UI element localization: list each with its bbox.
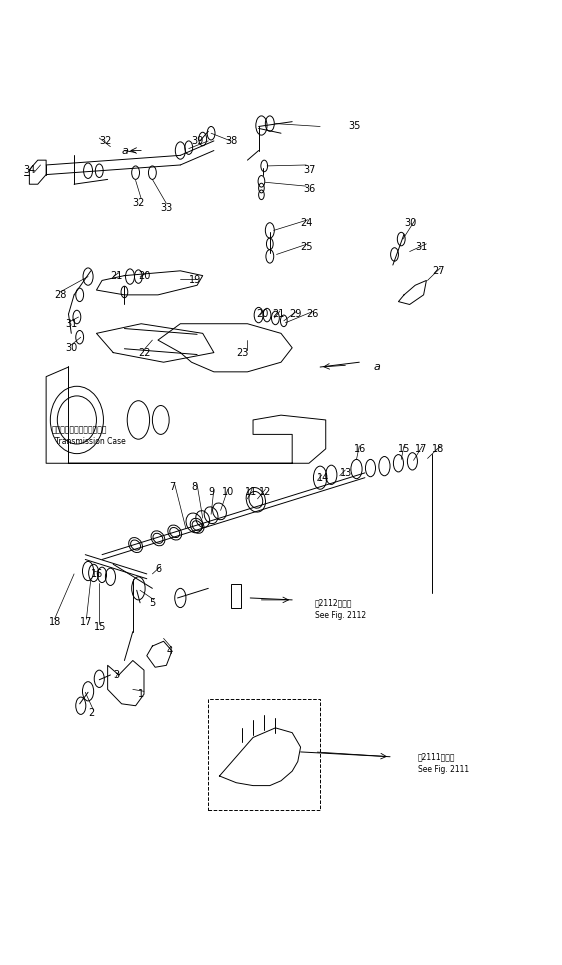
Text: 4: 4: [166, 646, 173, 656]
Text: 8: 8: [192, 482, 198, 492]
Text: a: a: [373, 362, 380, 372]
Text: 20: 20: [256, 309, 268, 319]
Bar: [230, 584, 241, 608]
Text: 23: 23: [236, 347, 248, 358]
Text: 1: 1: [138, 689, 144, 700]
Text: 30: 30: [66, 343, 78, 353]
Text: 27: 27: [432, 265, 445, 276]
Text: 19: 19: [189, 275, 201, 286]
Text: a: a: [121, 146, 129, 155]
Text: 24: 24: [301, 218, 313, 228]
Text: 15: 15: [94, 621, 106, 632]
Text: 18: 18: [49, 617, 61, 627]
Text: 18: 18: [432, 444, 444, 454]
Text: 22: 22: [138, 347, 151, 358]
Text: 25: 25: [301, 242, 313, 252]
Text: See Fig. 2111: See Fig. 2111: [418, 764, 469, 774]
Text: 30: 30: [404, 218, 416, 228]
Text: 35: 35: [348, 122, 360, 131]
Text: 31: 31: [415, 242, 428, 252]
Bar: [209, 699, 320, 810]
Text: 16: 16: [353, 444, 366, 454]
Text: 26: 26: [306, 309, 319, 319]
Text: 9: 9: [209, 487, 215, 497]
Text: 36: 36: [303, 184, 316, 194]
Text: 7: 7: [169, 482, 175, 492]
Text: Transmission Case: Transmission Case: [55, 436, 125, 446]
Text: 32: 32: [133, 199, 145, 208]
Text: 39: 39: [192, 136, 204, 146]
Text: 2: 2: [88, 708, 94, 718]
Text: 第2112図参照: 第2112図参照: [315, 598, 352, 607]
Text: トランスミッションケース: トランスミッションケース: [52, 425, 107, 434]
Text: 38: 38: [225, 136, 237, 146]
Text: 34: 34: [24, 165, 36, 175]
Text: 10: 10: [223, 487, 234, 497]
Text: 31: 31: [66, 318, 78, 329]
Text: 20: 20: [138, 270, 151, 281]
Text: 17: 17: [415, 444, 428, 454]
Text: 5: 5: [149, 597, 156, 608]
Text: See Fig. 2112: See Fig. 2112: [315, 611, 366, 620]
Text: 3: 3: [113, 670, 119, 680]
Text: 29: 29: [289, 309, 302, 319]
Text: 16: 16: [91, 569, 103, 579]
Text: 17: 17: [80, 617, 92, 627]
Text: 28: 28: [55, 290, 67, 300]
Text: 13: 13: [339, 468, 352, 478]
Text: 11: 11: [244, 487, 257, 497]
Text: 21: 21: [273, 309, 285, 319]
Text: 12: 12: [259, 487, 271, 497]
Text: 21: 21: [111, 270, 123, 281]
Text: 32: 32: [99, 136, 112, 146]
Text: 6: 6: [155, 565, 161, 574]
Text: 33: 33: [161, 204, 173, 213]
Text: 15: 15: [398, 444, 411, 454]
Text: 37: 37: [303, 165, 316, 175]
Text: 第2111図参照: 第2111図参照: [418, 753, 456, 761]
Text: 14: 14: [318, 473, 329, 482]
